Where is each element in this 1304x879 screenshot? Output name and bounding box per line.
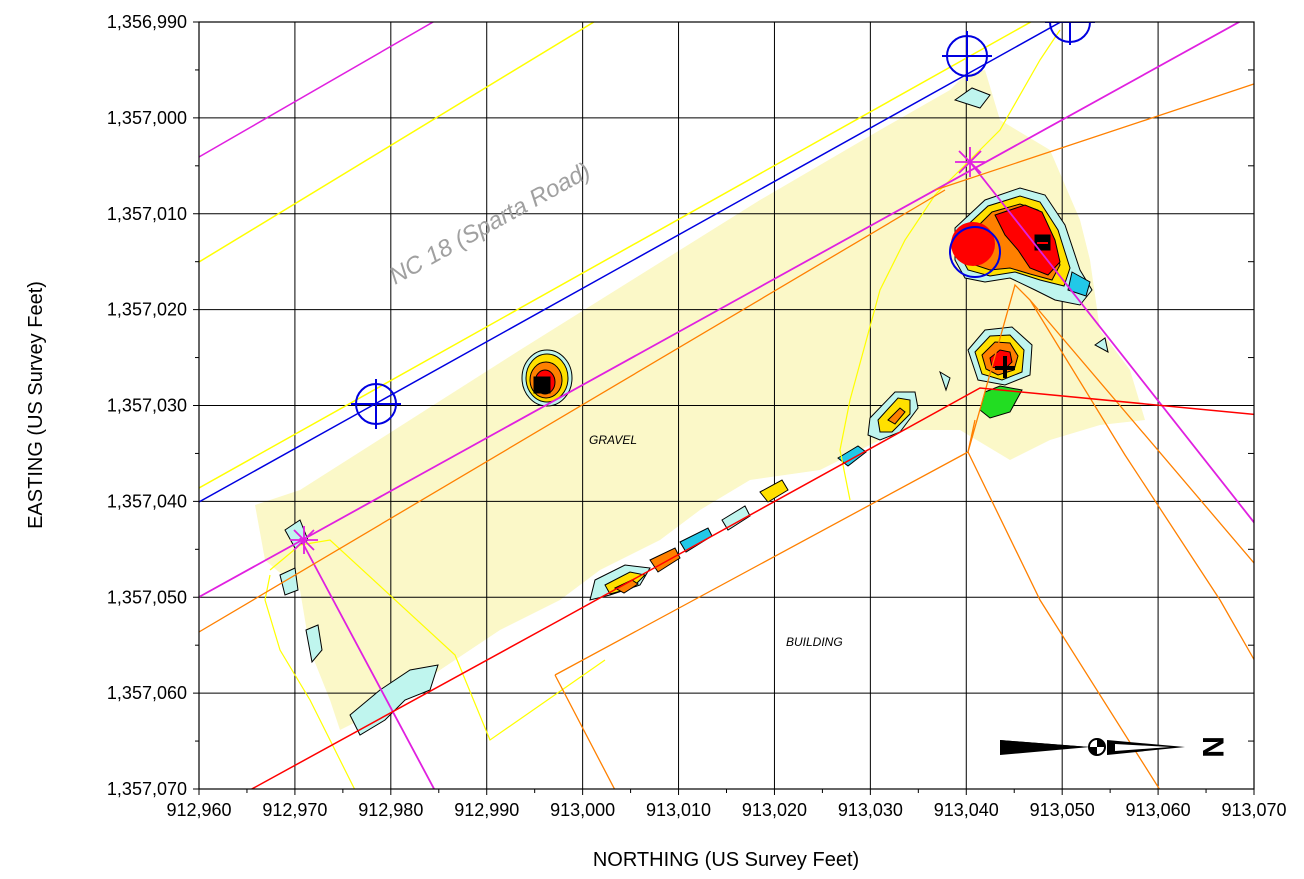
x-tick-label: 913,060: [1126, 800, 1191, 820]
x-axis-ticks: 912,960 912,970 912,980 912,990 913,000 913,0…: [166, 789, 1287, 820]
x-tick-label: 913,040: [934, 800, 999, 820]
y-axis-ticks: 1,356,990 1,357,000 1,357,010 1,357,020 1,35…: [107, 12, 199, 799]
north-letter: N: [1196, 736, 1229, 758]
y-tick-label: 1,357,050: [107, 587, 187, 607]
x-tick-label: 912,960: [166, 800, 231, 820]
y-tick-label: 1,357,070: [107, 779, 187, 799]
gravel-label: GRAVEL: [589, 433, 637, 447]
building-label: BUILDING: [786, 635, 843, 649]
anomaly-contour-northeast: [951, 187, 1093, 306]
y-tick-label: 1,357,010: [107, 204, 187, 224]
x-tick-label: 913,020: [742, 800, 807, 820]
well-markers: [290, 147, 985, 554]
y-tick-label: 1,357,030: [107, 396, 187, 416]
y-tick-label: 1,356,990: [107, 12, 187, 32]
y-tick-label: 1,357,000: [107, 108, 187, 128]
x-tick-label: 913,030: [838, 800, 903, 820]
y-tick-label: 1,357,040: [107, 491, 187, 511]
x-tick-label: 913,050: [1030, 800, 1095, 820]
road-edge-yellow-2: [199, 22, 1033, 489]
orange-line-2: [934, 83, 1254, 191]
utility-line-magenta-3: [969, 161, 1254, 524]
x-tick-label: 913,000: [550, 800, 615, 820]
road-edge-magenta: [199, 22, 435, 158]
anomaly-contour-east: [967, 326, 1033, 419]
utility-line-magenta: [199, 22, 1242, 598]
y-axis-title: EASTING (US Survey Feet): [25, 281, 47, 529]
orange-line-1: [199, 189, 946, 633]
building-edge-red: [250, 387, 1254, 789]
road-edge-yellow-1: [199, 22, 596, 263]
x-tick-label: 912,990: [454, 800, 519, 820]
x-tick-label: 913,010: [646, 800, 711, 820]
plot-area: NC 18 (Sparta Road) GRAVEL BUILDING N: [199, 22, 1254, 789]
utility-line-magenta-2: [299, 537, 436, 789]
anomaly-contour-strip: [589, 391, 919, 601]
x-axis-title: NORTHING (US Survey Feet): [593, 849, 859, 871]
x-tick-label: 913,070: [1221, 800, 1286, 820]
x-tick-label: 912,980: [358, 800, 423, 820]
road-centerline-blue: [199, 22, 1063, 503]
north-arrow-icon: N: [1000, 736, 1229, 758]
orange-building-outline: [554, 283, 1254, 789]
anomaly-contour-west: [521, 349, 573, 407]
survey-coverage-area: [255, 70, 1145, 730]
y-tick-label: 1,357,020: [107, 300, 187, 320]
x-tick-label: 912,970: [262, 800, 327, 820]
y-tick-label: 1,357,060: [107, 683, 187, 703]
